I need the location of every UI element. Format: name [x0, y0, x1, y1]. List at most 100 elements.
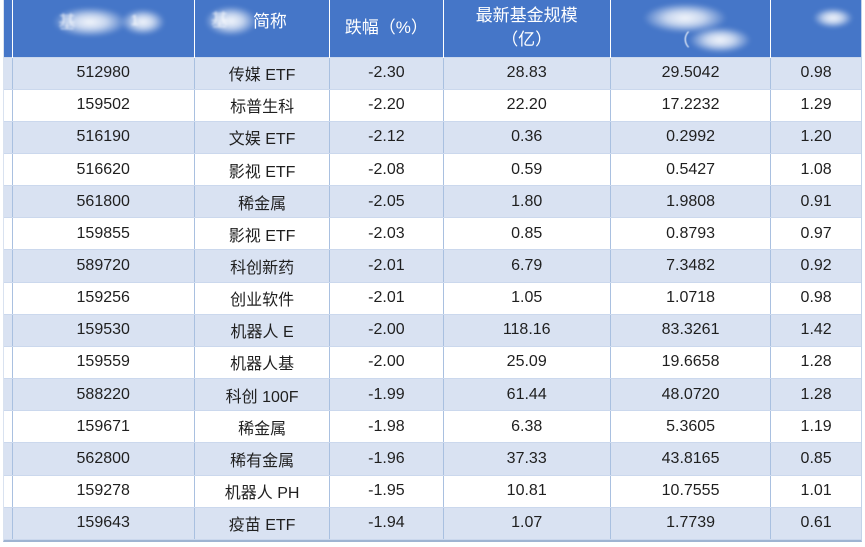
table-row: 159643 疫苗 ETF -1.94 1.07 1.7739 0.61 [4, 506, 861, 541]
row-edge-cell [4, 185, 13, 219]
row-edge-cell [4, 378, 13, 412]
row-edge-cell [4, 88, 13, 122]
table-cell: -1.95 [329, 474, 444, 508]
table-row: 159278 机器人 PH -1.95 10.81 10.7555 1.01 [4, 474, 861, 508]
table-cell: 稀金属 [193, 185, 331, 219]
header-obscured-col5: （ [609, 0, 771, 57]
table-cell: 159530 [11, 313, 195, 347]
row-edge-cell [4, 217, 13, 251]
table-row: 159502 标普生科 -2.20 22.20 17.2232 1.29 [4, 88, 861, 122]
header-obscured-col6 [770, 0, 861, 57]
table-cell: 科创 100F [193, 378, 331, 412]
table-cell: 83.3261 [609, 313, 772, 347]
table-cell: -2.03 [329, 217, 444, 251]
table-cell: 创业软件 [193, 281, 331, 315]
row-edge-cell [4, 313, 13, 347]
table-cell: -2.01 [329, 249, 444, 283]
table-cell: 561800 [11, 185, 195, 219]
table-cell: 29.5042 [609, 56, 772, 90]
table-cell: 37.33 [442, 442, 611, 476]
table-cell: 159559 [11, 345, 195, 380]
table-cell: 5.3605 [609, 410, 772, 444]
table-cell: -2.00 [329, 313, 444, 347]
table-header: 基 1 基 简称 跌幅（%） 最新基金规模 （ [4, 0, 861, 57]
table-cell: 0.91 [770, 185, 861, 219]
table-cell: 43.8165 [609, 442, 772, 476]
table-cell: 25.09 [442, 345, 611, 380]
table-cell: -1.99 [329, 378, 444, 412]
table-cell: 1.28 [770, 378, 861, 412]
table-cell: 科创新药 [193, 249, 331, 283]
table-cell: 疫苗 ETF [193, 506, 331, 541]
table-cell: 1.9808 [609, 185, 772, 219]
table-cell: 标普生科 [193, 88, 331, 122]
table-cell: 1.0718 [609, 281, 772, 315]
table-cell: 562800 [11, 442, 195, 476]
header-fund-code-fragment-2: 1 [130, 12, 139, 29]
table-cell: 机器人 E [193, 313, 331, 347]
table-cell: -1.94 [329, 506, 444, 541]
redaction-smudge [688, 27, 751, 53]
table-row: 589720 科创新药 -2.01 6.79 7.3482 0.92 [4, 249, 861, 283]
table-row: 588220 科创 100F -1.99 61.44 48.0720 1.28 [4, 378, 861, 412]
table-cell: 7.3482 [609, 249, 772, 283]
redaction-smudge [813, 8, 854, 28]
table-row: 159256 创业软件 -2.01 1.05 1.0718 0.98 [4, 281, 861, 315]
table-cell: 机器人 PH [193, 474, 331, 508]
table-cell: 文娱 ETF [193, 120, 331, 154]
header-edge-cell [4, 0, 13, 57]
row-edge-cell [4, 410, 13, 444]
table-cell: 0.59 [442, 152, 611, 187]
table-cell: 28.83 [442, 56, 611, 90]
table-cell: 1.7739 [609, 506, 772, 541]
table-row: 159559 机器人基 -2.00 25.09 19.6658 1.28 [4, 345, 861, 380]
table-cell: 0.92 [770, 249, 861, 283]
table-cell: -2.12 [329, 120, 444, 154]
header-drop-percent: 跌幅（%） [329, 0, 443, 57]
table-row: 512980 传媒 ETF -2.30 28.83 29.5042 0.98 [4, 56, 861, 90]
row-edge-cell [4, 442, 13, 476]
table-cell: 1.28 [770, 345, 861, 380]
table-cell: 1.29 [770, 88, 861, 122]
header-drop-percent-label: 跌幅（%） [344, 18, 428, 38]
table-cell: 516620 [11, 152, 195, 187]
table-cell: -2.05 [329, 185, 444, 219]
redaction-smudge [642, 3, 727, 33]
table-cell: -1.98 [329, 410, 444, 444]
table-cell: 0.8793 [609, 217, 772, 251]
table-cell: 588220 [11, 378, 195, 412]
table-cell: 118.16 [442, 313, 611, 347]
table-cell: 0.36 [442, 120, 611, 154]
table-cell: 589720 [11, 249, 195, 283]
table-row: 516620 影视 ETF -2.08 0.59 0.5427 1.08 [4, 152, 861, 187]
table-cell: 稀金属 [193, 410, 331, 444]
table-cell: -2.01 [329, 281, 444, 315]
table-cell: 1.80 [442, 185, 611, 219]
table-cell: 1.42 [770, 313, 861, 347]
etf-table: 基 1 基 简称 跌幅（%） 最新基金规模 （ [4, 0, 861, 541]
table-cell: 61.44 [442, 378, 611, 412]
row-edge-cell [4, 506, 13, 541]
table-row: 562800 稀有金属 -1.96 37.33 43.8165 0.85 [4, 442, 861, 476]
table-cell: 传媒 ETF [193, 56, 331, 90]
table-row: 159530 机器人 E -2.00 118.16 83.3261 1.42 [4, 313, 861, 347]
row-edge-cell [4, 120, 13, 154]
row-edge-cell [4, 281, 13, 315]
table-cell: 512980 [11, 56, 195, 90]
header-col5-fragment: （ [672, 31, 690, 50]
redaction-smudge [120, 9, 165, 35]
table-cell: -1.96 [329, 442, 444, 476]
table-cell: 6.38 [442, 410, 611, 444]
table-cell: 0.5427 [609, 152, 772, 187]
table-cell: 1.05 [442, 281, 611, 315]
table-cell: 159502 [11, 88, 195, 122]
header-fund-code: 基 1 [11, 0, 195, 57]
table-cell: 影视 ETF [193, 152, 331, 187]
table-cell: 0.85 [442, 217, 611, 251]
header-latest-scale: 最新基金规模 （亿） [442, 0, 611, 57]
header-fund-name-fragment: 基 [210, 11, 228, 30]
table-cell: 0.98 [770, 281, 861, 315]
table-cell: 稀有金属 [193, 442, 331, 476]
table-cell: 48.0720 [609, 378, 772, 412]
